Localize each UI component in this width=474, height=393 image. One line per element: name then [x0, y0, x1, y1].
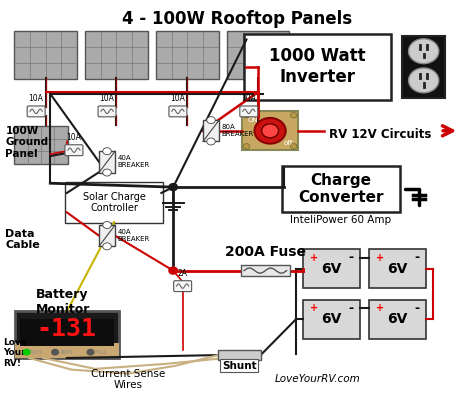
Text: 6V: 6V: [321, 312, 342, 326]
Circle shape: [169, 184, 177, 191]
Circle shape: [103, 243, 111, 250]
Bar: [303, 249, 360, 288]
Circle shape: [52, 349, 58, 355]
Text: 10A: 10A: [66, 133, 82, 142]
Circle shape: [262, 124, 279, 138]
Bar: [15, 311, 119, 358]
Text: +: +: [310, 303, 318, 313]
Circle shape: [291, 143, 297, 149]
Text: Data
Cable: Data Cable: [5, 229, 40, 250]
Text: 6V: 6V: [321, 262, 342, 275]
Text: 2A: 2A: [178, 269, 188, 278]
Bar: [19, 319, 114, 346]
Bar: [369, 249, 426, 288]
Text: VOLTS: VOLTS: [28, 350, 43, 354]
Bar: [203, 120, 219, 141]
Text: 4 - 100W Rooftop Panels: 4 - 100W Rooftop Panels: [122, 10, 352, 28]
FancyBboxPatch shape: [65, 145, 83, 156]
Circle shape: [243, 143, 250, 149]
FancyBboxPatch shape: [241, 265, 290, 276]
Text: ON: ON: [247, 117, 258, 123]
Text: 200A Fuse: 200A Fuse: [225, 245, 306, 259]
Text: 80A
BREAKER: 80A BREAKER: [221, 124, 254, 137]
Text: Shunt: Shunt: [222, 361, 257, 371]
FancyBboxPatch shape: [244, 34, 391, 100]
Text: 6V: 6V: [388, 312, 408, 326]
Text: -: -: [348, 302, 353, 315]
Circle shape: [207, 138, 215, 145]
Text: AMPS: AMPS: [60, 350, 73, 354]
Circle shape: [169, 267, 177, 274]
Circle shape: [23, 349, 30, 355]
Text: -: -: [414, 302, 419, 315]
Text: 10A: 10A: [171, 94, 185, 103]
FancyBboxPatch shape: [65, 182, 163, 223]
Text: 6V: 6V: [388, 262, 408, 275]
Text: +: +: [376, 253, 384, 263]
Text: 40A
BREAKER: 40A BREAKER: [118, 155, 150, 168]
FancyBboxPatch shape: [173, 281, 191, 292]
Text: Current Sense
Wires: Current Sense Wires: [91, 369, 165, 390]
Bar: [218, 350, 261, 360]
Text: 10A: 10A: [29, 94, 44, 103]
Text: 100W
Ground
Panel: 100W Ground Panel: [5, 126, 48, 159]
Circle shape: [409, 68, 439, 93]
Text: -131: -131: [37, 317, 97, 341]
Text: RV 12V Circuits: RV 12V Circuits: [329, 128, 431, 141]
Text: % FULL: % FULL: [89, 350, 107, 354]
Text: Love
Your
RV!: Love Your RV!: [3, 338, 27, 368]
Bar: [99, 151, 115, 173]
FancyBboxPatch shape: [283, 166, 400, 212]
Circle shape: [291, 112, 297, 118]
Circle shape: [207, 117, 215, 124]
Circle shape: [255, 118, 286, 143]
Circle shape: [103, 148, 111, 155]
Circle shape: [87, 349, 94, 355]
FancyBboxPatch shape: [85, 31, 148, 79]
FancyBboxPatch shape: [156, 31, 219, 79]
Circle shape: [409, 39, 439, 64]
Bar: [15, 343, 119, 358]
Bar: [99, 225, 115, 246]
FancyBboxPatch shape: [98, 106, 116, 117]
Text: 10A: 10A: [241, 94, 256, 103]
Text: 10A: 10A: [100, 94, 114, 103]
Bar: [402, 36, 445, 98]
FancyBboxPatch shape: [14, 126, 68, 164]
FancyBboxPatch shape: [227, 31, 290, 79]
Text: +: +: [310, 253, 318, 263]
Bar: [242, 111, 299, 150]
Text: Battery
Monitor: Battery Monitor: [36, 288, 91, 316]
Text: 1000 Watt
Inverter: 1000 Watt Inverter: [269, 47, 365, 86]
Text: 40A
BREAKER: 40A BREAKER: [118, 229, 150, 242]
Bar: [303, 300, 360, 339]
FancyBboxPatch shape: [240, 106, 258, 117]
FancyBboxPatch shape: [169, 106, 187, 117]
Text: +: +: [376, 303, 384, 313]
Text: Solar Charge
Controller: Solar Charge Controller: [82, 192, 146, 213]
Text: InteliPower 60 Amp: InteliPower 60 Amp: [291, 215, 392, 225]
Text: Charge
Converter: Charge Converter: [298, 173, 384, 205]
Text: -: -: [348, 251, 353, 264]
Bar: [369, 300, 426, 339]
FancyBboxPatch shape: [14, 31, 77, 79]
FancyBboxPatch shape: [27, 106, 45, 117]
Text: -: -: [414, 251, 419, 264]
Circle shape: [243, 112, 250, 118]
Text: off: off: [283, 140, 293, 146]
Text: LoveYourRV.com: LoveYourRV.com: [275, 375, 361, 384]
Circle shape: [103, 222, 111, 228]
Circle shape: [103, 169, 111, 176]
